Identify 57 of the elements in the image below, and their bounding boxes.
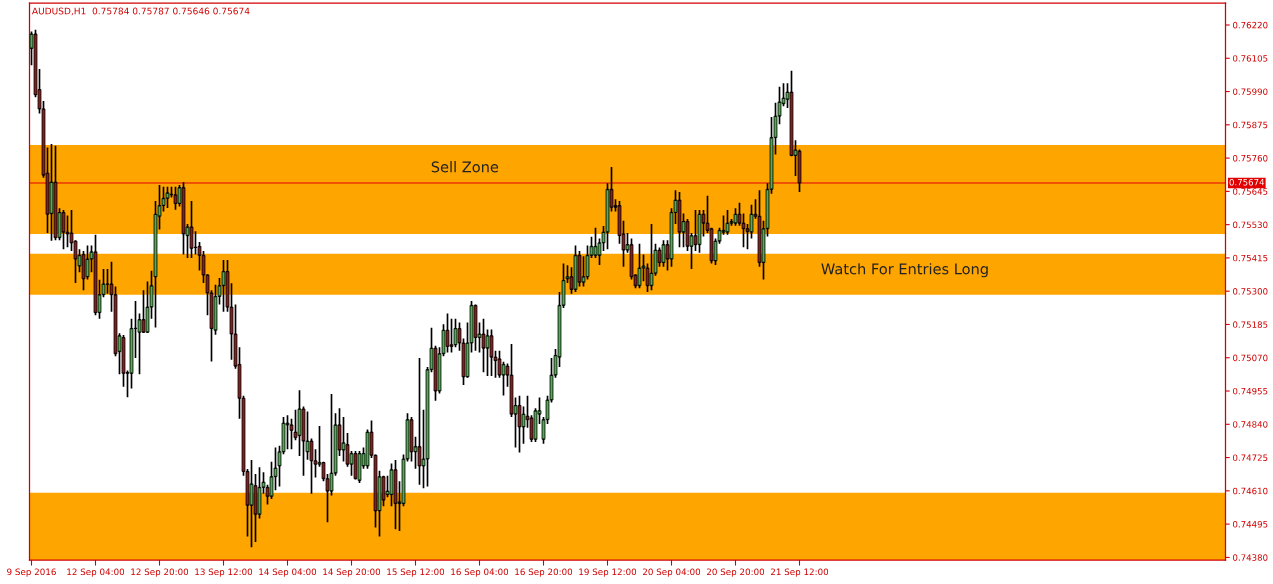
- x-tick-label: 9 Sep 2016: [7, 568, 56, 577]
- y-tick-label: 0.75070: [1233, 354, 1268, 362]
- candlestick: [677, 191, 682, 248]
- chart-title: AUDUSD,H1 0.75784 0.75787 0.75646 0.75674: [31, 7, 250, 16]
- candlestick: [517, 395, 522, 453]
- y-tick-label: 0.75300: [1233, 288, 1268, 295]
- x-tick-label: 13 Sep 12:00: [195, 568, 253, 577]
- x-tick-label: 20 Sep 20:00: [706, 568, 765, 577]
- y-tick-label: 0.74380: [1233, 554, 1268, 561]
- candlestick: [649, 224, 654, 291]
- candlestick: [393, 459, 398, 530]
- y-tick-label: 0.75990: [1233, 88, 1268, 95]
- x-tick-label: 16 Sep 04:00: [451, 568, 509, 577]
- y-tick-label: 0.74610: [1233, 487, 1268, 495]
- y-tick-label: 0.75415: [1233, 254, 1268, 262]
- candlestick: [357, 450, 362, 483]
- candlestick: [733, 208, 738, 226]
- x-tick-label: 20 Sep 04:00: [642, 568, 701, 577]
- y-tick-label: 0.76105: [1233, 55, 1268, 62]
- band-label: Watch For Entries Long: [821, 263, 988, 278]
- candlestick: [481, 318, 486, 373]
- band-label: Sell Zone: [431, 161, 499, 173]
- x-tick-label: 19 Sep 12:00: [579, 568, 637, 577]
- x-tick-label: 14 Sep 20:00: [323, 568, 381, 577]
- y-tick-label: 0.75185: [1233, 321, 1268, 328]
- x-tick-label: 12 Sep 20:00: [131, 568, 189, 577]
- candlestick: [105, 268, 110, 294]
- y-tick-label: 0.74495: [1233, 521, 1268, 528]
- candlestick: [417, 358, 422, 485]
- candlestick: [593, 227, 598, 258]
- x-tick-label: 14 Sep 04:00: [259, 568, 317, 577]
- x-tick-label: 21 Sep 12:00: [770, 568, 829, 577]
- candlestick: [285, 415, 290, 450]
- candlestick: [53, 145, 58, 241]
- candlestick: [221, 259, 226, 312]
- y-tick-label: 0.74955: [1233, 387, 1268, 395]
- candlestick: [445, 313, 450, 353]
- y-tick-label: 0.74725: [1233, 454, 1268, 461]
- candlestick: [489, 329, 494, 376]
- y-tick-label: 0.75760: [1233, 154, 1268, 162]
- y-tick-label: 0.75530: [1233, 221, 1268, 229]
- candlestick: [353, 450, 358, 480]
- ref-line-label: 0.75674: [1229, 178, 1265, 186]
- candlestick: [189, 200, 194, 258]
- candlestick: [49, 143, 54, 241]
- candlestick: [449, 318, 454, 353]
- candlestick: [637, 243, 642, 289]
- candlestick: [297, 390, 302, 457]
- x-tick-label: 16 Sep 20:00: [515, 568, 573, 577]
- y-tick-label: 0.74840: [1233, 421, 1268, 428]
- y-tick-label: 0.76220: [1233, 21, 1268, 29]
- y-tick-label: 0.75875: [1233, 121, 1268, 129]
- candlestick: [181, 182, 186, 255]
- x-tick-label: 15 Sep 12:00: [387, 568, 445, 577]
- candlestick: [249, 459, 254, 548]
- x-tick-label: 12 Sep 04:00: [67, 568, 125, 577]
- y-tick-label: 0.75645: [1233, 188, 1268, 195]
